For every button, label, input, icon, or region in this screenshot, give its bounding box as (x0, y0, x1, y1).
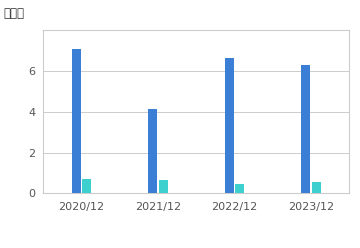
Bar (72, 49, 81, 193)
Bar (235, 184, 244, 193)
Bar (301, 64, 310, 193)
Bar (225, 59, 234, 193)
Legend: PER, PBR: PER, PBR (141, 245, 251, 248)
Text: （배）: （배） (3, 7, 24, 20)
Bar (312, 182, 321, 193)
Bar (159, 180, 168, 193)
Bar (82, 179, 91, 193)
Bar (148, 109, 157, 193)
